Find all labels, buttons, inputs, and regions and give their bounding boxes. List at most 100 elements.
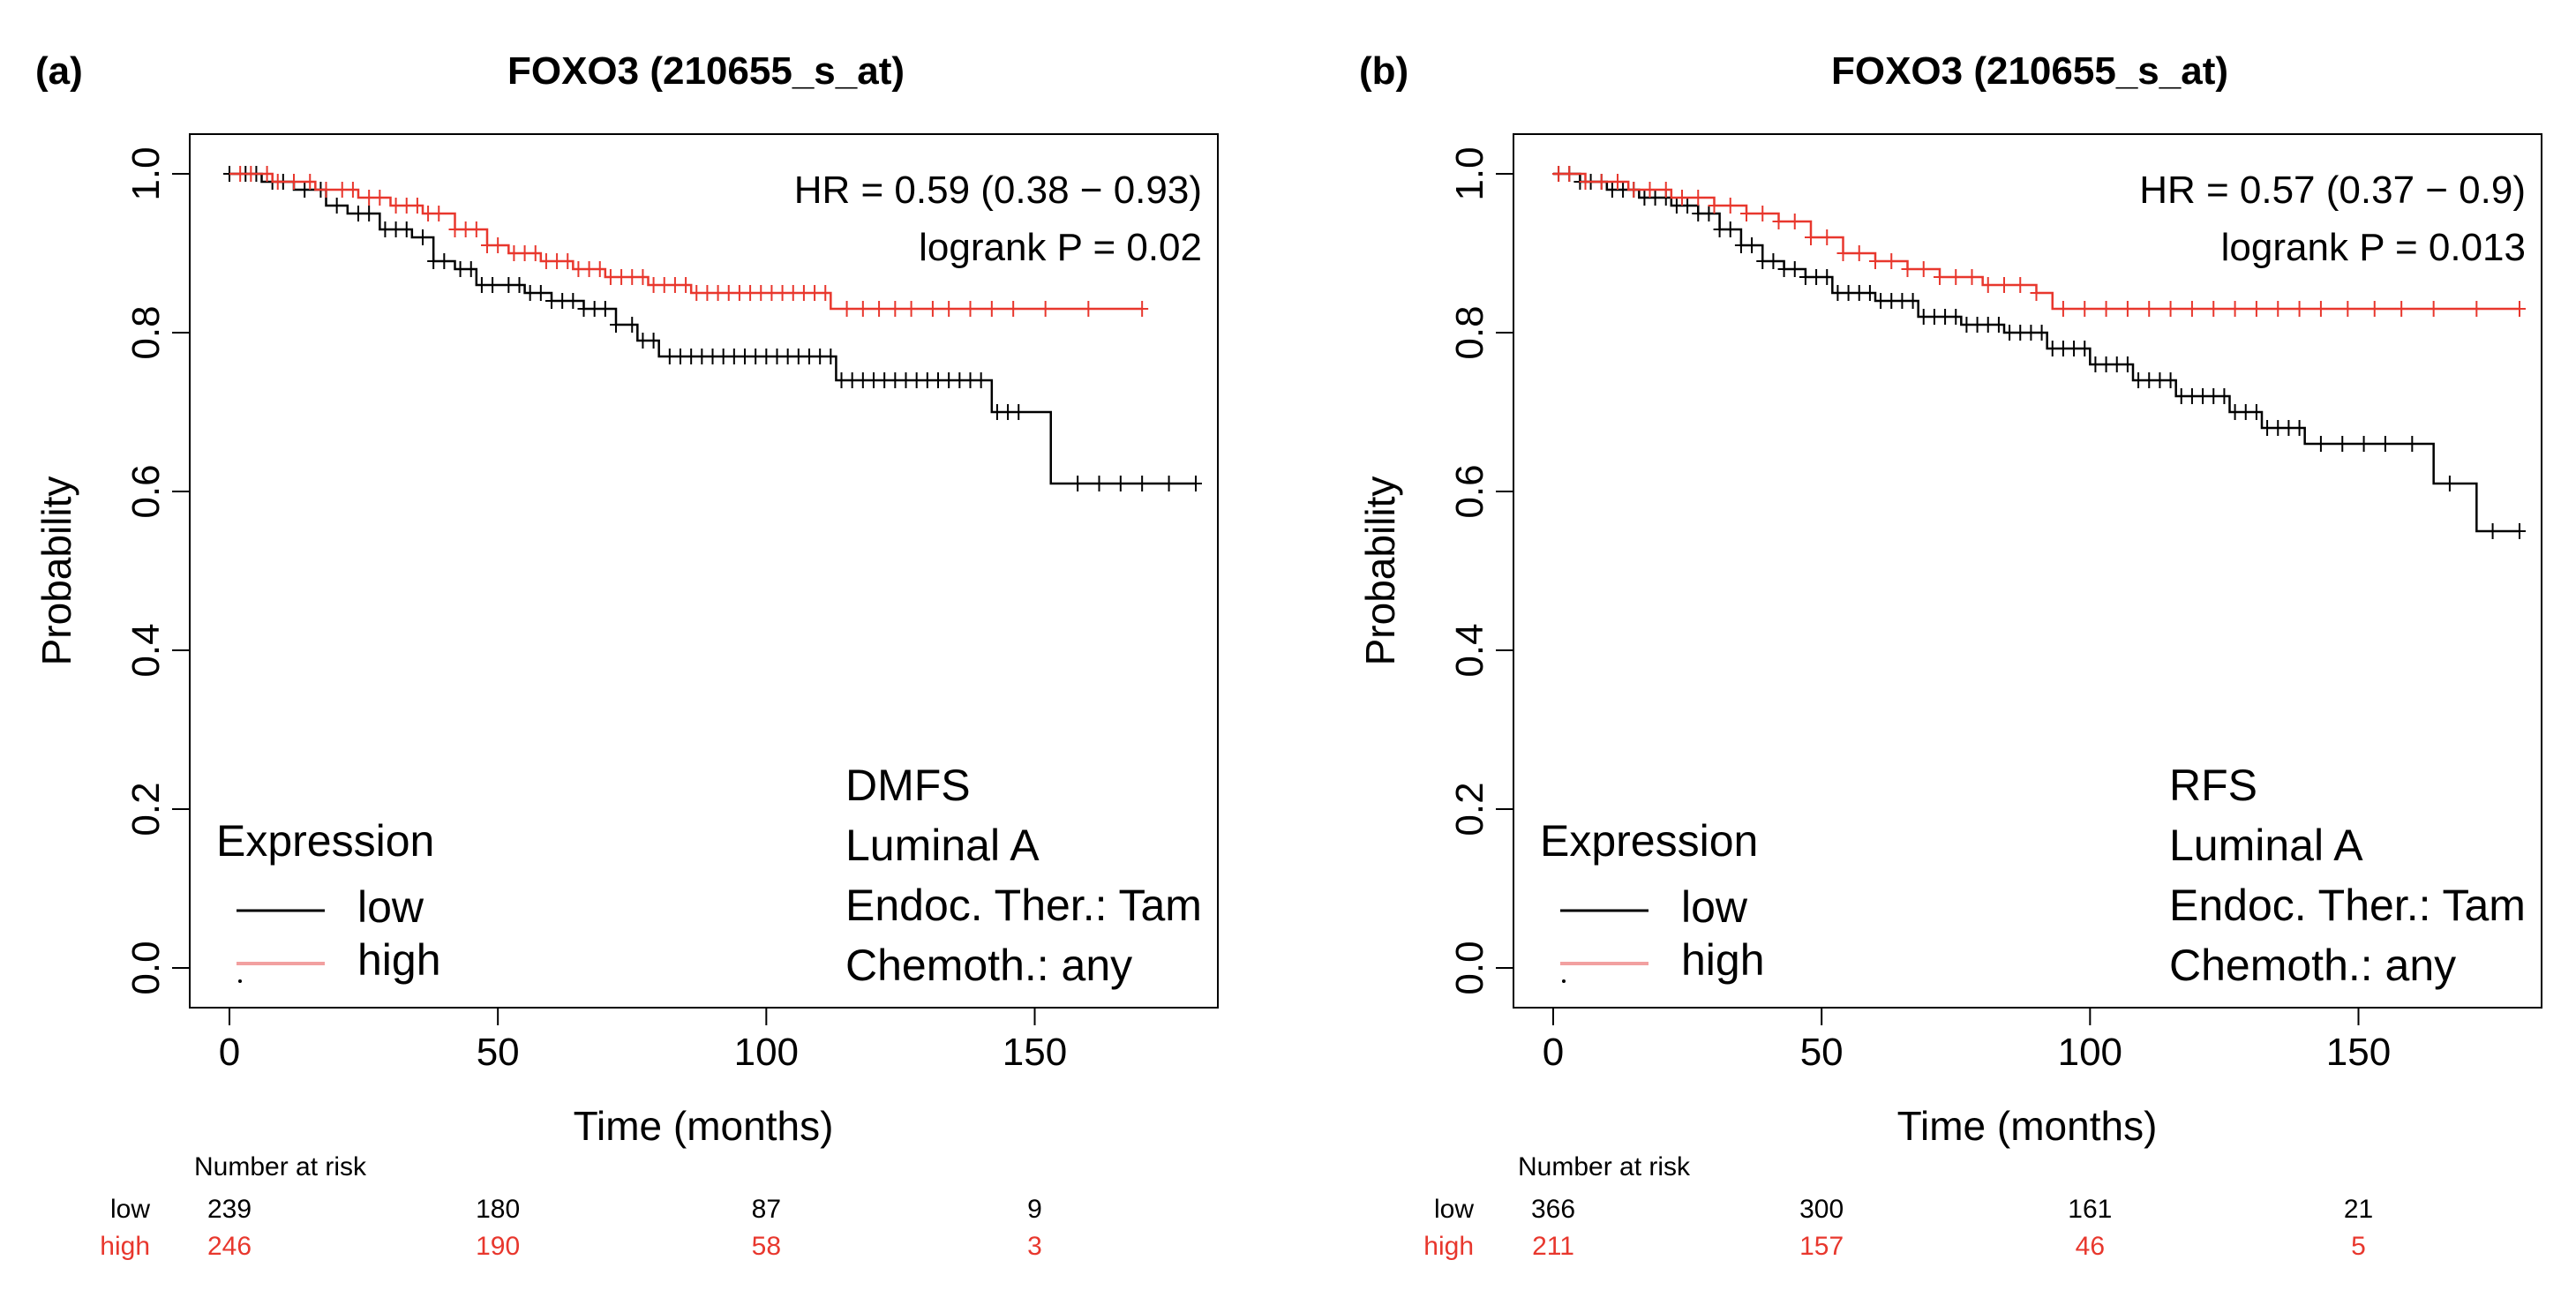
censor-mark-low: [464, 261, 477, 277]
x-tick-label: 50: [477, 1031, 520, 1074]
censor-mark-low: [1863, 285, 1876, 301]
censor-mark-high: [1934, 269, 1946, 285]
y-tick-label: 0.8: [124, 305, 168, 359]
survival-curves: [223, 166, 1202, 491]
legend-label-high: high: [1681, 935, 1765, 985]
censor-mark-low: [1981, 317, 1994, 333]
censor-mark-high: [304, 174, 317, 190]
risk-value-low: 300: [1799, 1195, 1844, 1224]
subtype-label: Luminal A: [845, 821, 1040, 870]
censor-mark-high: [1852, 245, 1866, 261]
risk-value-high: 58: [752, 1232, 781, 1261]
censor-mark-low: [2046, 341, 2059, 356]
censor-mark-high: [422, 206, 435, 221]
censor-mark-high: [363, 190, 376, 206]
censor-mark-high: [2185, 301, 2198, 317]
censor-mark-high: [529, 245, 542, 261]
censor-mark-low: [438, 253, 451, 269]
risk-value-high: 5: [2351, 1232, 2366, 1261]
censor-mark-low: [706, 349, 719, 364]
censor-mark-high: [711, 285, 725, 301]
censor-mark-high: [1724, 198, 1737, 214]
censor-mark-low: [760, 349, 773, 364]
censor-mark-low: [417, 229, 429, 245]
censor-mark-high: [593, 261, 606, 277]
censor-mark-low: [1906, 293, 1919, 309]
censor-mark-low: [1896, 293, 1909, 309]
censor-mark-low: [1648, 190, 1662, 206]
censor-mark-high: [1756, 206, 1769, 221]
censor-mark-low: [2261, 420, 2274, 436]
censor-mark-high: [2470, 301, 2483, 317]
censor-mark-low: [739, 349, 751, 364]
risk-row-label-high: high: [1423, 1232, 1474, 1261]
censor-mark-high: [2143, 301, 2156, 317]
y-tick-label: 0.2: [124, 782, 168, 836]
censor-mark-low: [2174, 388, 2188, 404]
y-tick-label: 0.0: [1448, 941, 1491, 994]
risk-table-values: 239 180 87 9 246 190 58 3: [207, 1195, 1042, 1261]
legend-label-high: high: [357, 935, 441, 985]
censor-mark-low: [523, 285, 537, 301]
risk-table-values: 366 300 161 21 211 157 46 5: [1531, 1195, 2373, 1261]
censor-mark-high: [551, 253, 564, 269]
censor-mark-low: [610, 317, 622, 333]
censor-mark-high: [2368, 301, 2381, 317]
censor-mark-high: [481, 237, 493, 253]
censor-mark-high: [755, 285, 768, 301]
censor-mark-low: [990, 404, 1003, 420]
censor-mark-high: [234, 166, 247, 182]
censor-mark-high: [657, 277, 671, 293]
censor-mark-low: [1971, 317, 1984, 333]
risk-value-low: 21: [2344, 1195, 2373, 1224]
censor-mark-low: [502, 277, 515, 293]
risk-value-low: 239: [207, 1195, 252, 1224]
legend-title: Expression: [216, 816, 434, 866]
censor-mark-low: [2035, 325, 2048, 341]
censor-mark-high: [2228, 301, 2242, 317]
censor-mark-high: [964, 301, 977, 317]
censor-mark-high: [319, 182, 333, 198]
censor-mark-high: [2164, 301, 2177, 317]
censor-mark-high: [244, 166, 258, 182]
x-axis-label: Time (months): [574, 1103, 834, 1149]
censor-mark-high: [260, 166, 274, 182]
km-plot-svg: (a) FOXO3 (210655_s_at) 0 50 100 150 0.0 0.2…: [34, 49, 1219, 1261]
censor-mark-high: [1981, 277, 1994, 293]
censor-mark-high: [1579, 174, 1592, 190]
censor-mark-low: [2089, 356, 2102, 372]
censor-mark-low: [2078, 341, 2092, 356]
censor-mark-low: [1874, 293, 1888, 309]
censor-mark-high: [1676, 190, 1688, 206]
risk-value-high: 246: [207, 1232, 252, 1261]
censor-mark-high: [856, 301, 869, 317]
risk-value-low: 161: [2068, 1195, 2112, 1224]
y-tick-label: 0.4: [124, 623, 168, 677]
censor-mark-low: [1949, 309, 1963, 325]
censor-mark-low: [749, 349, 762, 364]
censor-mark-high: [1805, 229, 1817, 245]
risk-value-low: 87: [752, 1195, 781, 1224]
censor-mark-low: [1842, 285, 1855, 301]
legend-label-low: low: [357, 882, 424, 932]
censor-mark-low: [2443, 476, 2456, 491]
risk-table-header: Number at risk: [1518, 1152, 1691, 1181]
censor-mark-high: [1007, 301, 1020, 317]
censor-mark-low: [1136, 476, 1149, 491]
censor-mark-high: [561, 253, 575, 269]
censor-mark-low: [943, 372, 956, 388]
censor-mark-low: [2110, 356, 2123, 372]
censor-mark-high: [1901, 261, 1914, 277]
y-tick-label: 1.0: [1448, 146, 1491, 200]
censor-mark-low: [1917, 309, 1930, 325]
censor-mark-high: [2249, 301, 2263, 317]
censor-mark-low: [1617, 182, 1630, 198]
censor-mark-low: [2293, 420, 2306, 436]
censor-mark-high: [776, 285, 789, 301]
censor-mark-high: [615, 269, 628, 285]
censor-mark-low: [1852, 285, 1866, 301]
chemotherapy-label: Chemoth.: any: [2169, 941, 2456, 990]
censor-mark-high: [346, 182, 359, 198]
censor-mark-low: [1162, 476, 1175, 491]
censor-mark-high: [626, 269, 639, 285]
